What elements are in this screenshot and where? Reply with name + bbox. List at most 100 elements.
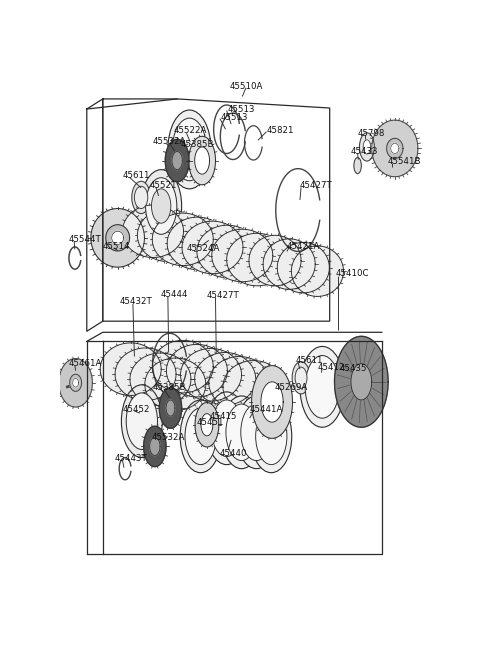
Text: 45443T: 45443T <box>115 454 148 463</box>
Polygon shape <box>145 358 206 411</box>
Polygon shape <box>223 361 284 413</box>
Text: 45541B: 45541B <box>387 157 421 166</box>
Polygon shape <box>209 357 270 409</box>
Text: 45611: 45611 <box>122 171 150 180</box>
Text: 45385B: 45385B <box>153 383 187 392</box>
Polygon shape <box>70 374 82 392</box>
Ellipse shape <box>211 400 242 457</box>
Text: 45444: 45444 <box>160 291 188 299</box>
Polygon shape <box>277 242 329 293</box>
Text: 45532A: 45532A <box>152 137 186 146</box>
Ellipse shape <box>121 385 162 458</box>
Text: 45410C: 45410C <box>335 269 369 278</box>
Ellipse shape <box>360 133 374 161</box>
Ellipse shape <box>256 408 287 464</box>
Polygon shape <box>165 139 189 182</box>
Polygon shape <box>122 205 183 258</box>
Polygon shape <box>386 138 403 159</box>
Text: 45452: 45452 <box>122 405 150 413</box>
Ellipse shape <box>152 189 171 223</box>
Polygon shape <box>261 382 283 422</box>
Text: 45611: 45611 <box>295 356 323 365</box>
Polygon shape <box>167 217 228 270</box>
Text: 45522A: 45522A <box>173 126 207 134</box>
Polygon shape <box>227 234 288 286</box>
Ellipse shape <box>206 392 247 464</box>
Polygon shape <box>189 136 216 185</box>
Ellipse shape <box>168 110 211 189</box>
Text: 45421A: 45421A <box>287 242 320 251</box>
Text: 45510A: 45510A <box>229 82 263 91</box>
Polygon shape <box>180 348 241 401</box>
Text: 45532A: 45532A <box>151 433 184 442</box>
Ellipse shape <box>295 367 307 388</box>
Ellipse shape <box>180 400 221 473</box>
Polygon shape <box>137 209 198 262</box>
Ellipse shape <box>363 140 371 154</box>
Text: 45521: 45521 <box>149 181 177 190</box>
Text: 45433: 45433 <box>350 148 378 157</box>
Polygon shape <box>167 344 228 397</box>
Polygon shape <box>159 388 181 428</box>
Polygon shape <box>59 359 92 407</box>
Text: 45821: 45821 <box>266 126 294 134</box>
Text: 45440: 45440 <box>220 449 248 458</box>
Text: 45415: 45415 <box>210 412 237 420</box>
Polygon shape <box>166 400 175 416</box>
Ellipse shape <box>354 157 361 174</box>
Polygon shape <box>106 225 130 251</box>
Ellipse shape <box>126 393 157 449</box>
Text: 45385B: 45385B <box>181 140 215 149</box>
Polygon shape <box>197 225 258 277</box>
Ellipse shape <box>145 178 177 234</box>
Ellipse shape <box>185 408 216 464</box>
Text: 45427T: 45427T <box>207 291 240 300</box>
Polygon shape <box>391 144 399 154</box>
Polygon shape <box>291 246 344 297</box>
Text: 45269A: 45269A <box>275 383 308 392</box>
Polygon shape <box>172 152 182 170</box>
Ellipse shape <box>134 186 148 209</box>
Polygon shape <box>150 438 160 455</box>
Text: 45514: 45514 <box>103 242 130 251</box>
Polygon shape <box>263 239 315 289</box>
Polygon shape <box>212 229 273 282</box>
Polygon shape <box>72 379 79 387</box>
Ellipse shape <box>141 170 181 242</box>
Polygon shape <box>201 414 213 436</box>
Polygon shape <box>91 209 144 267</box>
Ellipse shape <box>241 404 272 461</box>
Text: 45432T: 45432T <box>120 297 152 306</box>
Polygon shape <box>182 221 243 274</box>
Ellipse shape <box>251 400 292 473</box>
Text: 45513: 45513 <box>221 113 248 121</box>
Polygon shape <box>130 353 191 405</box>
Text: 45441A: 45441A <box>250 405 283 413</box>
Polygon shape <box>115 348 176 400</box>
Ellipse shape <box>221 396 262 468</box>
Polygon shape <box>249 236 301 286</box>
Ellipse shape <box>300 346 345 427</box>
Text: 45427T: 45427T <box>300 181 333 190</box>
Polygon shape <box>351 363 372 400</box>
Polygon shape <box>152 213 213 266</box>
Text: 45513: 45513 <box>228 104 255 113</box>
Text: 45451: 45451 <box>197 418 224 426</box>
Text: 45544T: 45544T <box>68 235 101 244</box>
Ellipse shape <box>305 356 339 418</box>
Polygon shape <box>100 343 161 396</box>
Text: 45524A: 45524A <box>186 244 220 253</box>
Text: 45435: 45435 <box>340 364 367 373</box>
Ellipse shape <box>172 118 206 181</box>
Polygon shape <box>335 337 388 427</box>
Polygon shape <box>195 403 219 447</box>
Polygon shape <box>112 232 124 245</box>
Text: 45798: 45798 <box>358 129 385 138</box>
Polygon shape <box>372 120 418 176</box>
Ellipse shape <box>236 396 277 468</box>
Text: 45461A: 45461A <box>68 359 102 368</box>
Ellipse shape <box>132 181 150 214</box>
Text: 45412: 45412 <box>317 363 345 372</box>
Polygon shape <box>144 426 166 466</box>
Polygon shape <box>252 365 292 438</box>
